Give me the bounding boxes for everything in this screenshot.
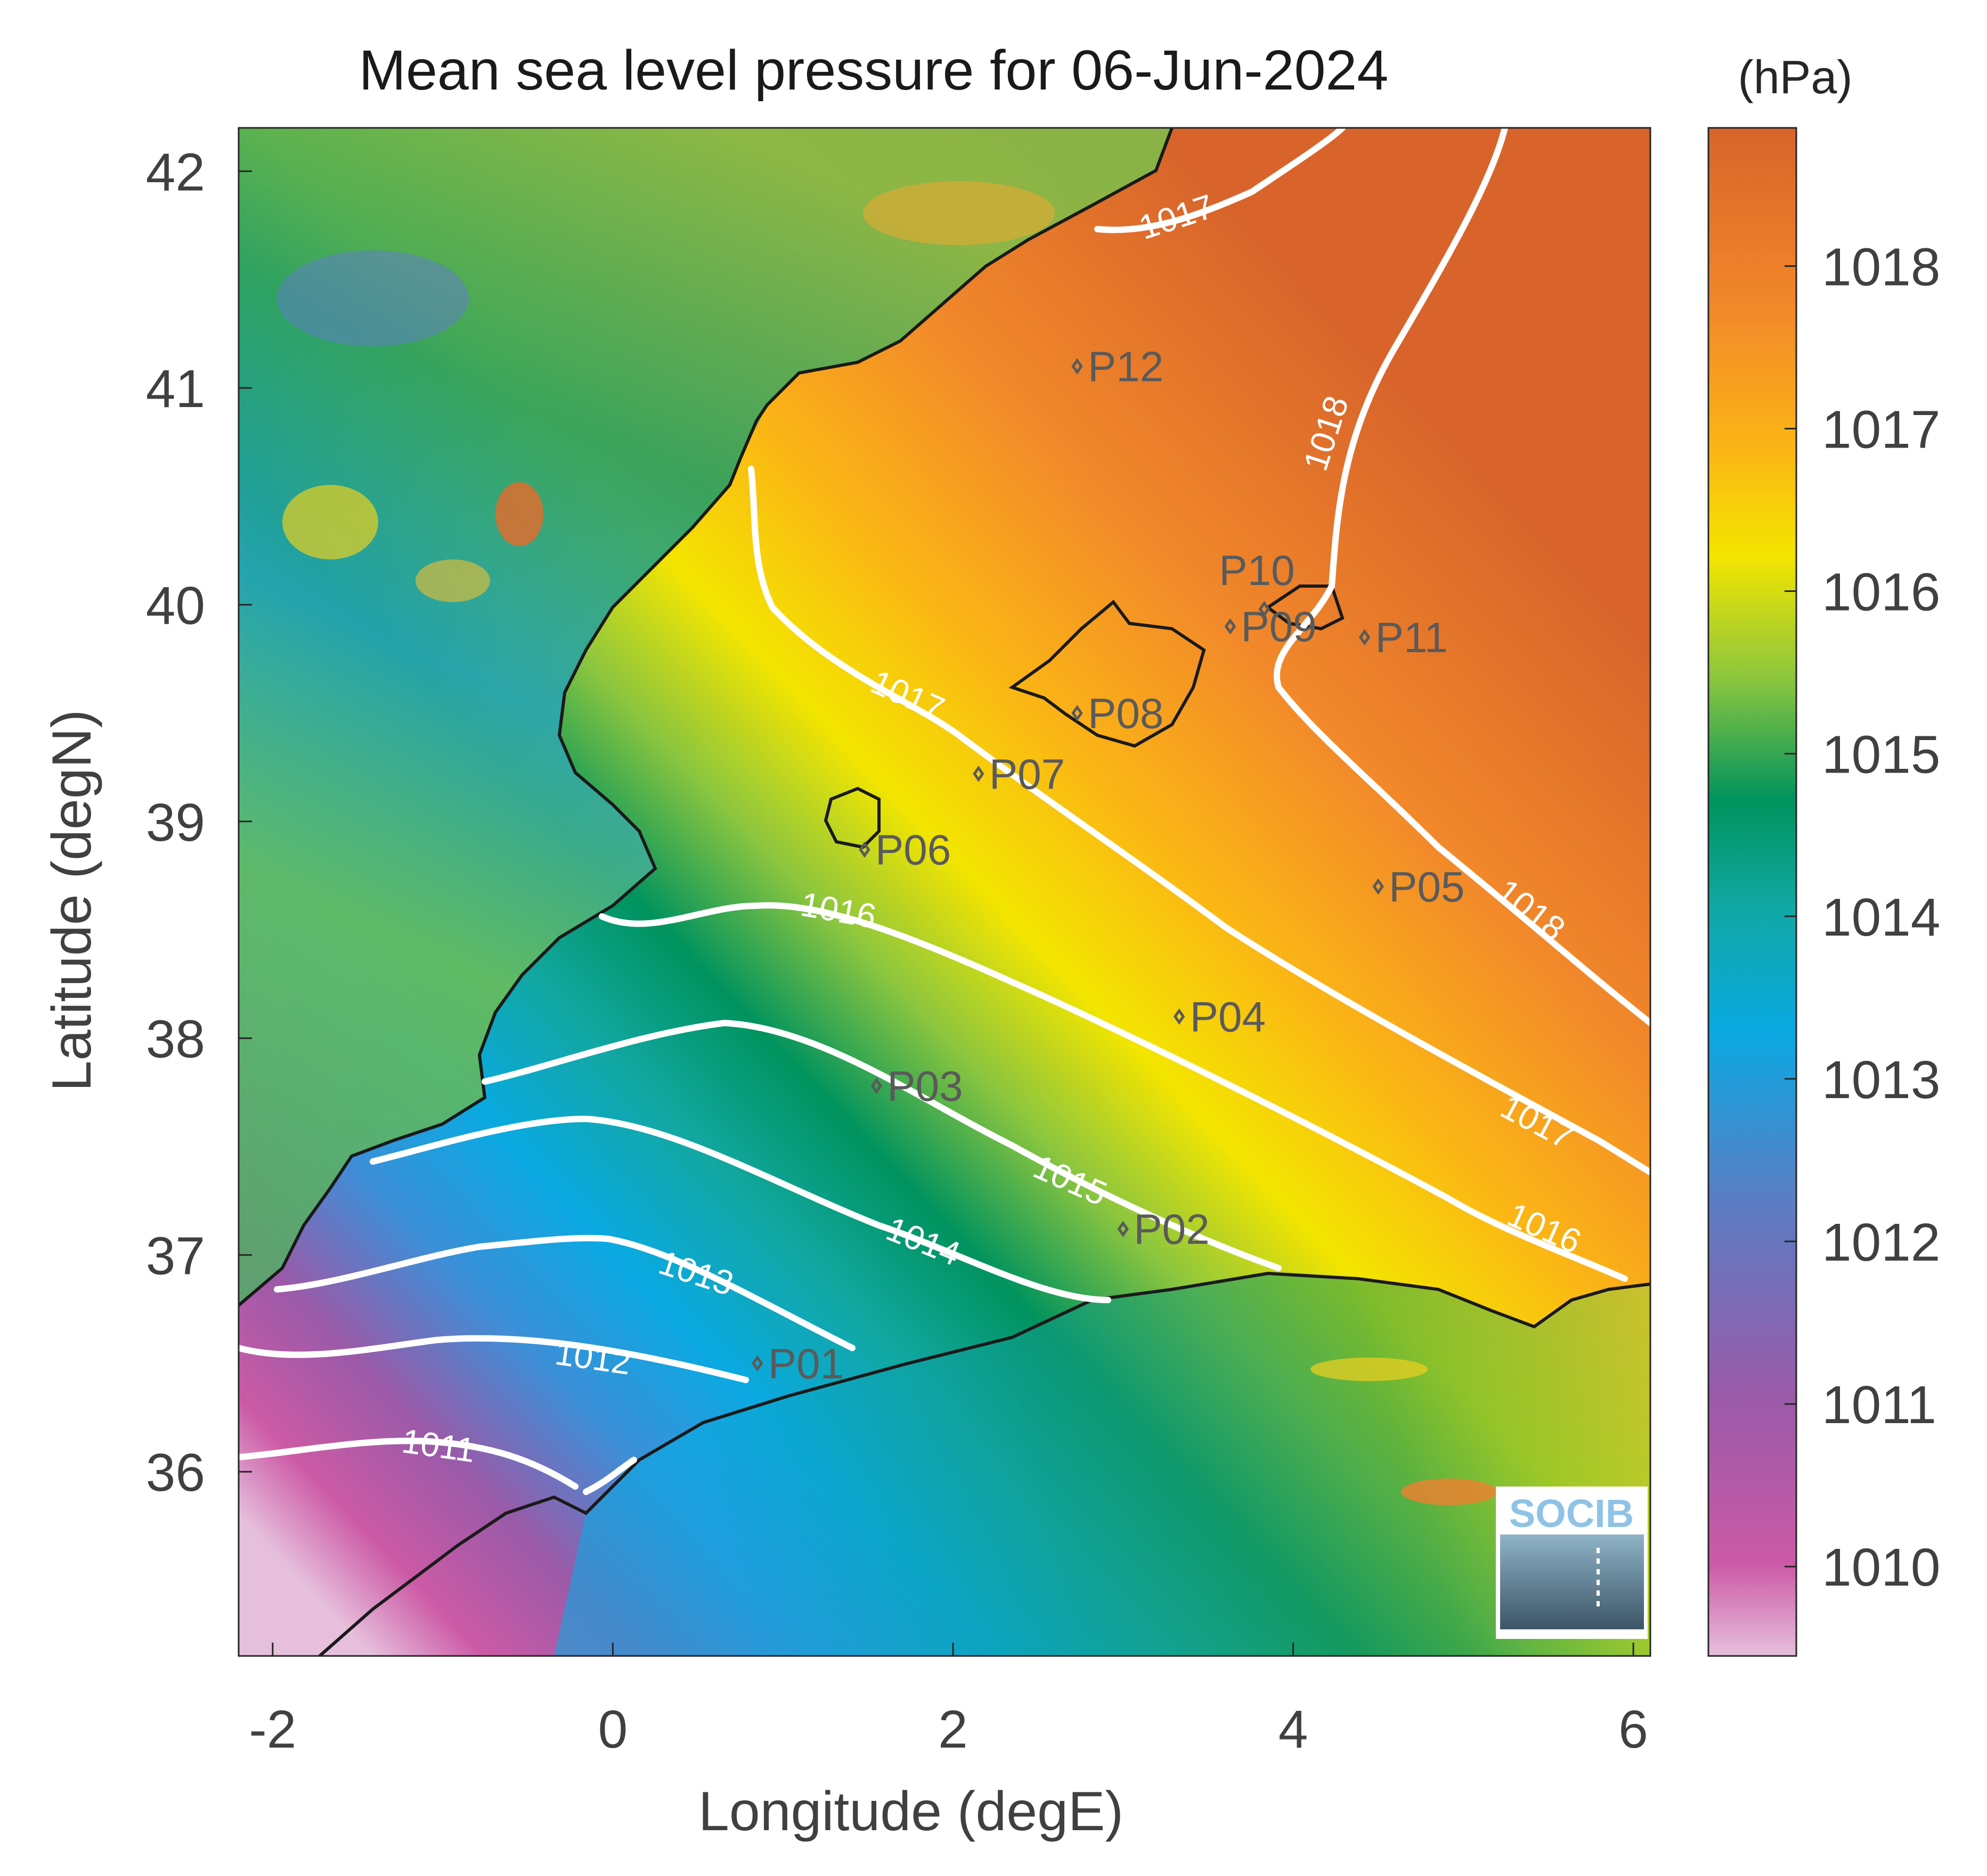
isobar-1013	[274, 1235, 856, 1351]
station-label: P11	[1375, 614, 1448, 661]
isobar-1015	[482, 1019, 1282, 1271]
station-marker	[1173, 1008, 1185, 1025]
x-tick-label: 2	[938, 1700, 968, 1759]
map-frame	[238, 127, 1651, 1657]
station-label: P07	[989, 750, 1065, 798]
x-axis-label: Longitude (degE)	[698, 1781, 1123, 1842]
map-area: 1011 1012 1013 1014 1015 1016 1016 1017 …	[239, 128, 1650, 1656]
orography-basin	[277, 250, 469, 346]
isobar-1014	[370, 1115, 1111, 1303]
orography-peak	[416, 559, 490, 602]
station-label: P04	[1190, 993, 1266, 1041]
station-marker	[1258, 600, 1270, 618]
isobar-1011-b	[583, 1457, 637, 1495]
y-tick-label: 39	[146, 793, 205, 852]
station-marker	[1358, 629, 1371, 646]
station-marker	[752, 1355, 763, 1372]
station-marker	[973, 765, 984, 782]
socib-logo: SOCIB	[1496, 1487, 1648, 1639]
isobar-1017-north	[1094, 128, 1346, 233]
colorbar-unit: (hPa)	[1738, 51, 1852, 103]
station-label: P08	[1088, 689, 1163, 737]
y-tick-label: 40	[146, 576, 205, 636]
station-marker	[1224, 618, 1236, 635]
colorbar: (hPa) 1010101110121013101410151016101710…	[1707, 51, 1940, 1657]
colorbar-tick-label: 1013	[1822, 1050, 1940, 1110]
colorbar-tick-label: 1010	[1822, 1538, 1940, 1597]
station-label: P09	[1241, 603, 1316, 651]
iberia-coastline	[239, 128, 1174, 1307]
y-axis-label: Latitude (degN)	[41, 710, 103, 1092]
y-tick-label: 36	[146, 1443, 205, 1503]
colorbar-tick-label: 1014	[1822, 888, 1940, 947]
station-label: P06	[875, 826, 951, 874]
x-tick-label: 6	[1618, 1700, 1648, 1759]
y-tick-label: 42	[146, 142, 205, 202]
colorbar-tick-label: 1012	[1822, 1213, 1940, 1272]
x-tick-label: -2	[249, 1700, 296, 1759]
y-tick-label: 37	[146, 1226, 205, 1286]
station-label: P03	[887, 1062, 963, 1110]
orography-peak	[495, 482, 543, 546]
chart-title: Mean sea level pressure for 06-Jun-2024	[359, 39, 1389, 102]
x-tick-label: 4	[1278, 1700, 1308, 1759]
y-tick-label: 41	[146, 359, 205, 419]
isobar-1011	[239, 1438, 579, 1490]
colorbar-tick-label: 1015	[1822, 725, 1940, 785]
station-marker	[859, 841, 870, 858]
station-marker	[1117, 1221, 1129, 1237]
station-marker	[870, 1077, 883, 1094]
colorbar-scale	[1707, 127, 1797, 1657]
mallorca-coastline	[1008, 599, 1206, 748]
isobar-1016	[599, 902, 1628, 1282]
logo-text: SOCIB	[1509, 1491, 1634, 1536]
orography-peak	[1401, 1479, 1497, 1505]
station-points: P01 P02 P03 P04 P05 P06 P07 P08 P09 P10 P11 P12	[752, 343, 1465, 1387]
isobar-1012	[239, 1335, 749, 1383]
iberia-land	[239, 128, 1172, 1305]
y-tick-label: 38	[146, 1010, 205, 1069]
station-label: P02	[1134, 1206, 1209, 1253]
y-axis: 36 37 38 39 40 41 42	[146, 142, 252, 1503]
orography-peak	[1310, 1358, 1428, 1381]
station-marker	[1071, 705, 1083, 721]
station-label: P01	[768, 1340, 844, 1387]
station-marker	[1372, 878, 1384, 895]
isobar-1018	[1273, 128, 1650, 1026]
africa-coastline	[319, 1271, 1650, 1656]
colorbar-tick-label: 1017	[1822, 400, 1940, 459]
station-marker	[1071, 358, 1083, 375]
ibiza-coastline	[824, 786, 881, 849]
orography-peak	[863, 181, 1055, 245]
coastlines	[239, 128, 1650, 1656]
x-tick-label: 0	[598, 1700, 628, 1759]
colorbar-ticks: 1010 1011 1012 1013 1014 1015 1016 1017 1018	[1785, 237, 1940, 1597]
station-label: P05	[1389, 863, 1464, 911]
orography-peak	[282, 485, 378, 559]
colorbar-tick-label: 1011	[1822, 1375, 1936, 1435]
isobars	[239, 128, 1650, 1495]
colorbar-tick-label: 1016	[1822, 563, 1940, 622]
station-label: P10	[1219, 547, 1294, 594]
station-label: P12	[1088, 343, 1163, 390]
colorbar-tick-label: 1018	[1822, 237, 1940, 297]
isobar-1017-south	[748, 466, 1650, 1175]
x-axis: -2 0 2 4 6	[249, 1643, 1648, 1759]
menorca-coastline	[1265, 584, 1345, 631]
